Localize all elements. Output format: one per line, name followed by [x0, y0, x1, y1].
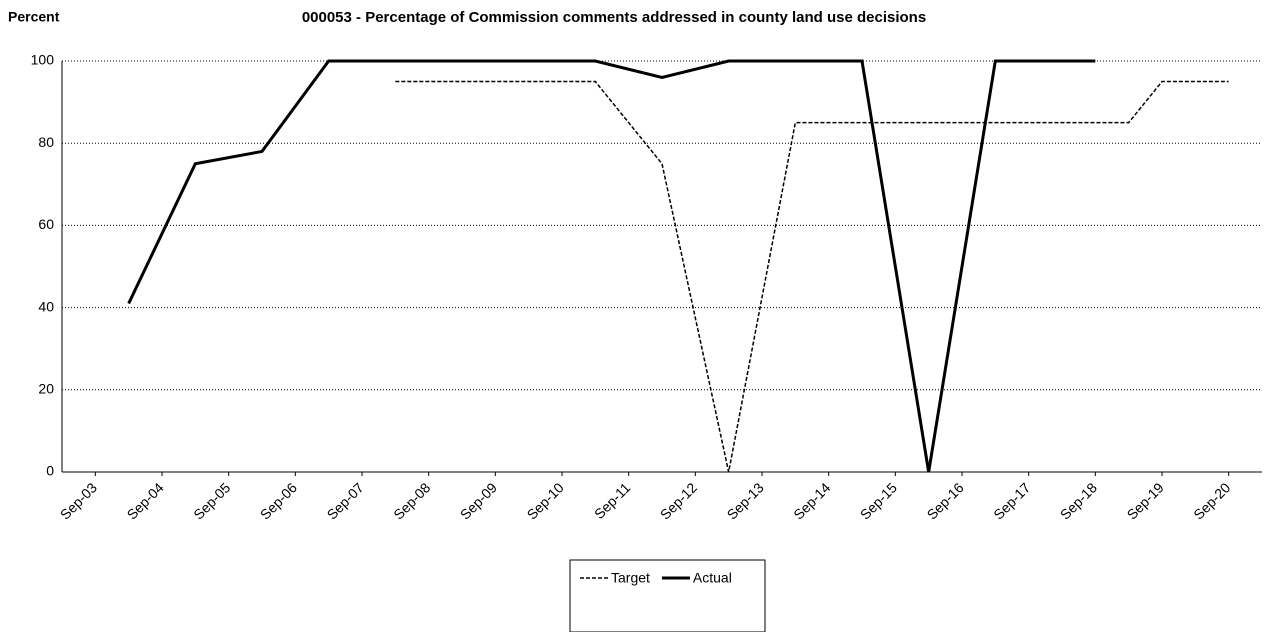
x-tick-label: Sep-07: [323, 479, 366, 522]
x-tick-label: Sep-18: [1057, 479, 1100, 522]
x-tick-label: Sep-11: [591, 479, 634, 522]
series-line: [395, 80, 1229, 473]
x-tick-label: Sep-17: [990, 479, 1033, 522]
y-axis-label: Percent: [8, 9, 60, 25]
x-tick-label: Sep-12: [657, 479, 700, 522]
legend-label: Target: [611, 570, 650, 586]
x-tick-label: Sep-16: [923, 479, 966, 522]
legend-box: [569, 559, 766, 632]
chart-title: 000053 - Percentage of Commission commen…: [302, 9, 926, 26]
x-tick-label: Sep-08: [390, 479, 433, 522]
y-tick-label: 20: [38, 381, 54, 397]
x-tick-label: Sep-14: [790, 479, 833, 522]
series-line: [127, 59, 1096, 473]
y-tick-label: 80: [38, 134, 54, 150]
y-tick-label: 60: [38, 216, 54, 232]
legend-label: Actual: [693, 570, 732, 586]
x-tick-label: Sep-19: [1123, 479, 1166, 522]
x-tick-label: Sep-20: [1190, 479, 1233, 522]
x-tick-label: Sep-13: [723, 479, 766, 522]
y-tick-label: 0: [46, 463, 54, 479]
x-tick-label: Sep-05: [190, 479, 233, 522]
x-tick-label: Sep-15: [857, 479, 900, 522]
x-tick-label: Sep-04: [123, 479, 166, 522]
x-tick-label: Sep-06: [257, 479, 300, 522]
x-tick-label: Sep-09: [457, 479, 500, 522]
y-tick-label: 100: [31, 52, 55, 68]
x-tick-label: Sep-10: [523, 479, 566, 522]
x-tick-label: Sep-03: [57, 479, 100, 522]
y-tick-label: 40: [38, 298, 54, 314]
